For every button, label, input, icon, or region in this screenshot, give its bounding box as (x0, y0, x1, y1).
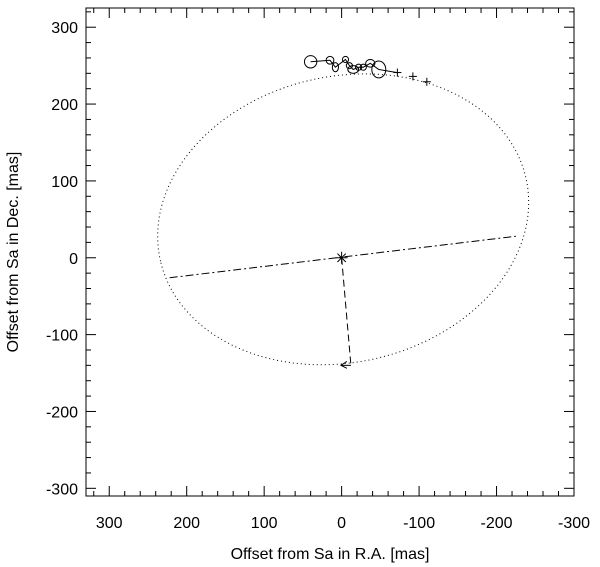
measurement-plus-marker (408, 72, 417, 81)
periastron-line (341, 257, 352, 366)
x-tick-label: 100 (251, 515, 278, 532)
x-axis-label: Offset from Sa in R.A. [mas] (231, 546, 430, 563)
measurement-error-ellipse (325, 55, 335, 65)
measurement-error-ellipse (371, 60, 387, 79)
x-tick-label: 300 (96, 515, 123, 532)
plot-marks (157, 55, 530, 369)
x-tick-label: -300 (558, 515, 590, 532)
y-axis-label: Offset from Sa in Dec. [mas] (5, 152, 22, 353)
axis-ticks (86, 8, 575, 496)
x-tick-label: -200 (481, 515, 513, 532)
y-tick-label: -100 (46, 328, 78, 345)
primary-star-marker (335, 251, 348, 264)
y-tick-label: 200 (51, 97, 78, 114)
measurement-plus-marker (422, 77, 431, 86)
measurement-error-ellipse (303, 55, 318, 69)
measurement-error-ellipse (355, 63, 363, 71)
measurement-error-ellipse (331, 62, 340, 73)
y-tick-labels: 300 200 100 0 -100 -200 -300 (46, 20, 78, 498)
x-tick-label: -100 (403, 515, 435, 532)
line-of-nodes (169, 235, 516, 279)
y-tick-label: -300 (46, 481, 78, 498)
plot-frame (85, 7, 575, 497)
y-tick-label: 0 (69, 251, 78, 268)
x-tick-labels: 300 200 100 0 -100 -200 -300 (96, 515, 590, 532)
x-tick-label: 0 (337, 515, 346, 532)
measurement-error-ellipse (341, 55, 350, 64)
y-tick-label: 100 (51, 174, 78, 191)
measurement-plus-marker (393, 68, 402, 77)
measurement-error-ellipse (365, 58, 376, 68)
y-tick-label: -200 (46, 404, 78, 421)
measurement-error-ellipse (359, 63, 367, 71)
orbit-ellipse (157, 73, 530, 366)
y-tick-label: 300 (51, 20, 78, 37)
asterisk-stroke (337, 253, 347, 263)
measurement-error-ellipse (347, 65, 360, 74)
x-tick-label: 200 (173, 515, 200, 532)
